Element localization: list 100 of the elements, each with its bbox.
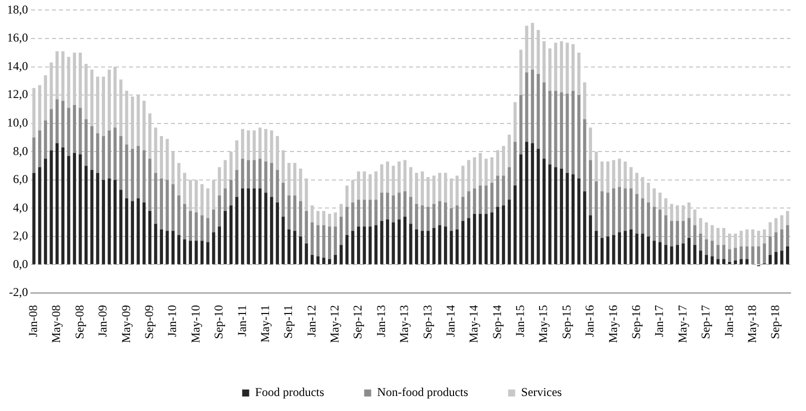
- bar: [212, 232, 216, 264]
- bar: [252, 188, 256, 264]
- bar: [61, 100, 64, 148]
- x-tick-label: Sep-15: [559, 305, 574, 340]
- bar: [293, 230, 296, 264]
- y-tick-label: 12,0: [7, 87, 28, 102]
- bar: [780, 229, 784, 251]
- bar: [572, 174, 575, 264]
- bar: [588, 215, 592, 264]
- bar: [577, 95, 580, 178]
- bar: [206, 218, 210, 242]
- bar: [56, 99, 59, 144]
- bar: [641, 198, 644, 234]
- bar: [414, 204, 418, 230]
- bar: [519, 154, 522, 264]
- bar: [224, 210, 227, 264]
- bar: [177, 235, 180, 264]
- bar: [554, 90, 558, 168]
- y-tick-label: -2,0: [9, 285, 28, 300]
- bar: [583, 191, 586, 264]
- bar: [461, 220, 464, 264]
- bar: [362, 226, 366, 264]
- bar: [432, 228, 436, 264]
- bar: [235, 196, 238, 264]
- bar: [142, 202, 146, 264]
- bar: [44, 120, 48, 159]
- bar: [183, 239, 186, 264]
- bar: [699, 234, 702, 251]
- bar: [96, 172, 100, 264]
- bar: [519, 95, 522, 154]
- bar: [490, 212, 494, 264]
- bar: [351, 202, 354, 231]
- bar: [32, 172, 36, 264]
- bar: [566, 172, 569, 264]
- y-tick-label: 0,0: [13, 256, 28, 271]
- bar: [380, 220, 384, 264]
- bar: [780, 215, 784, 230]
- bar: [38, 130, 42, 168]
- bar: [612, 188, 616, 236]
- bar: [542, 158, 546, 264]
- x-tick-label: May-16: [606, 305, 620, 344]
- bar: [751, 246, 754, 264]
- bar: [682, 244, 685, 264]
- bar: [304, 210, 308, 244]
- x-tick-label: Jan-18: [722, 305, 736, 338]
- bar: [478, 214, 482, 264]
- bar: [316, 256, 320, 264]
- bar: [351, 230, 354, 264]
- x-tick-label: Sep-10: [212, 305, 226, 340]
- bar: [734, 248, 737, 260]
- bar: [229, 180, 233, 206]
- bar: [102, 180, 106, 264]
- bar: [78, 154, 82, 264]
- bar: [566, 94, 569, 173]
- bar: [774, 218, 778, 232]
- bar: [246, 188, 250, 264]
- bar: [536, 74, 540, 149]
- bar: [646, 236, 650, 264]
- bar: [171, 184, 175, 231]
- bar: [710, 256, 714, 264]
- bar: [241, 158, 244, 188]
- bar: [577, 178, 580, 264]
- bar: [392, 222, 395, 264]
- bar: [356, 200, 360, 227]
- bar: [50, 109, 53, 150]
- bar: [67, 108, 70, 156]
- bar: [704, 254, 708, 264]
- bar: [780, 250, 784, 264]
- bar: [316, 210, 320, 226]
- bar: [264, 192, 268, 264]
- bar: [67, 156, 70, 264]
- bar: [693, 244, 696, 264]
- bar: [177, 195, 180, 236]
- bar: [786, 210, 790, 226]
- bar: [682, 220, 685, 244]
- bar: [514, 142, 517, 186]
- bar: [194, 240, 198, 264]
- bar: [282, 182, 285, 217]
- bar: [334, 226, 337, 255]
- bar: [171, 230, 175, 264]
- bar: [142, 150, 146, 203]
- bar: [368, 226, 372, 264]
- x-tick-label: May-08: [49, 305, 64, 344]
- bar: [514, 186, 517, 264]
- bar: [687, 218, 691, 238]
- bar: [693, 225, 696, 245]
- bar: [130, 201, 134, 264]
- bar: [762, 244, 766, 264]
- bar: [444, 226, 448, 264]
- bar: [304, 244, 308, 264]
- bar: [72, 104, 76, 154]
- bar: [652, 206, 656, 241]
- bar: [310, 222, 314, 255]
- bar: [90, 170, 94, 264]
- bar: [594, 181, 598, 231]
- y-tick-label: 8,0: [13, 144, 28, 158]
- bar: [72, 153, 76, 264]
- bar: [200, 215, 204, 241]
- bar: [508, 200, 511, 264]
- bar: [235, 170, 238, 197]
